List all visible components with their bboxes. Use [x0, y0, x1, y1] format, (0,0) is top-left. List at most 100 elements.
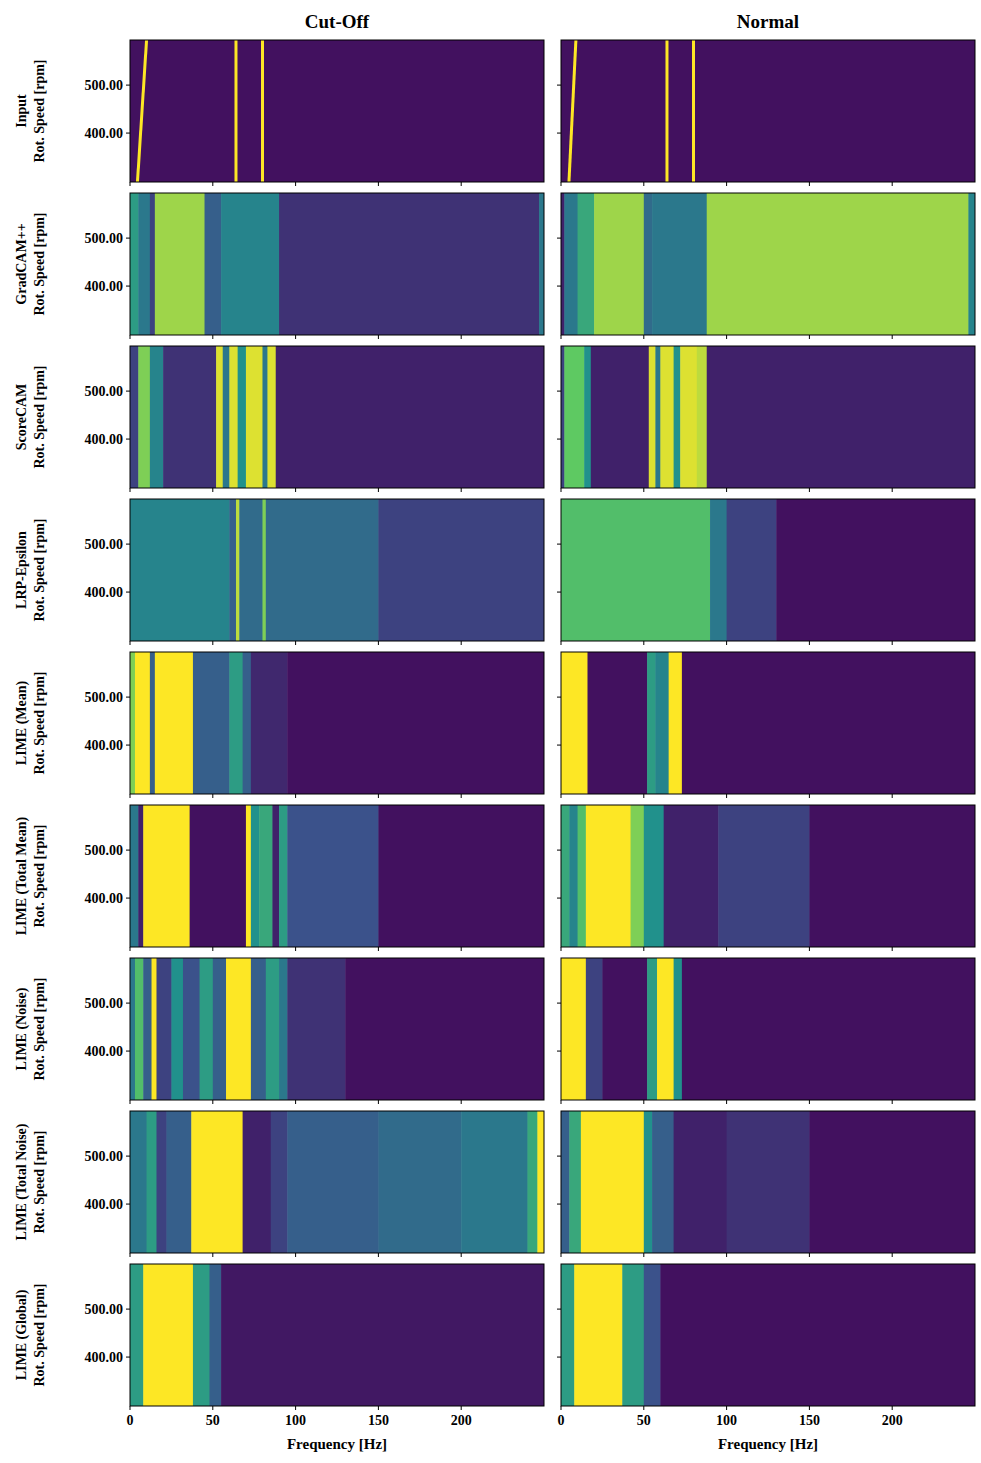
row-label: Input [14, 94, 29, 128]
cell [246, 805, 251, 947]
cell [561, 193, 565, 335]
x-tick [809, 947, 810, 951]
y-axis-title: Rot. Speed [rpm] [32, 59, 47, 162]
heatmap [130, 346, 544, 488]
x-tick [809, 641, 810, 645]
x-tick [809, 794, 810, 798]
cell [147, 1111, 157, 1253]
cell [156, 1111, 166, 1253]
cell [569, 805, 578, 947]
cell [246, 346, 263, 488]
cell [674, 958, 683, 1100]
cell [130, 652, 135, 794]
cell [586, 958, 603, 1100]
y-tick [557, 238, 561, 239]
y-tick [126, 592, 130, 593]
x-tick [212, 488, 213, 492]
y-tick-label: 400.00 [85, 585, 124, 600]
cell [190, 805, 247, 947]
cell [226, 958, 251, 1100]
y-axis-title: Rot. Speed [rpm] [32, 1283, 47, 1386]
frame [130, 805, 544, 947]
x-tick [461, 488, 462, 492]
x-tick [892, 1406, 893, 1410]
y-tick-label: 400.00 [85, 126, 124, 141]
x-tick [461, 1100, 462, 1104]
cell [205, 193, 222, 335]
x-tick [726, 1100, 727, 1104]
y-tick [557, 898, 561, 899]
y-tick [557, 1051, 561, 1052]
y-tick-label: 500.00 [85, 996, 124, 1011]
heatmap [561, 346, 975, 488]
y-tick [557, 544, 561, 545]
cell [378, 805, 544, 947]
frame [130, 1264, 544, 1406]
cell [130, 1111, 147, 1253]
y-tick [557, 391, 561, 392]
x-tick [130, 335, 131, 339]
cell [631, 805, 645, 947]
x-tick [643, 794, 644, 798]
x-tick [378, 335, 379, 339]
x-tick [809, 1100, 810, 1104]
y-tick [557, 1003, 561, 1004]
cell [267, 346, 276, 488]
cell [229, 346, 238, 488]
x-tick [643, 1406, 644, 1410]
x-tick [295, 1100, 296, 1104]
frame [561, 346, 975, 488]
cell [586, 805, 631, 947]
cell [664, 805, 719, 947]
frame [561, 958, 975, 1100]
cell [660, 346, 674, 488]
cell [647, 958, 657, 1100]
row-label: GradCAM++ [14, 223, 29, 304]
heatmap [130, 652, 544, 794]
y-tick-label: 500.00 [85, 1149, 124, 1164]
cell [602, 958, 647, 1100]
cell [644, 193, 653, 335]
x-tick [809, 488, 810, 492]
cell [183, 958, 200, 1100]
x-tick [561, 1253, 562, 1257]
cell [561, 499, 711, 641]
cell [660, 1264, 975, 1406]
cell [193, 1264, 210, 1406]
x-tick [892, 794, 893, 798]
cell [251, 652, 288, 794]
cell [710, 499, 727, 641]
x-tick [726, 335, 727, 339]
cell [143, 805, 190, 947]
row-label: LIME (Noise) [14, 987, 30, 1070]
heatmap [130, 958, 544, 1100]
y-tick [126, 1309, 130, 1310]
x-tick [726, 641, 727, 645]
x-tick [726, 794, 727, 798]
cell [622, 1264, 644, 1406]
cell [150, 346, 164, 488]
x-tick [378, 794, 379, 798]
x-axis-title: Frequency [Hz] [718, 1436, 818, 1452]
y-axis-title: Rot. Speed [rpm] [32, 518, 47, 621]
frame [561, 40, 975, 182]
cell [378, 1111, 461, 1253]
y-tick [126, 850, 130, 851]
cell [649, 346, 656, 488]
cell [644, 1264, 661, 1406]
y-tick [126, 133, 130, 134]
cell [209, 1264, 221, 1406]
cell [809, 1111, 975, 1253]
x-tick [726, 182, 727, 186]
heatmap [561, 652, 975, 794]
x-tick [643, 1100, 644, 1104]
y-tick-label: 400.00 [85, 1350, 124, 1365]
x-tick [212, 641, 213, 645]
x-tick [726, 1253, 727, 1257]
frame [561, 499, 975, 641]
column-title: Normal [737, 11, 799, 32]
row-label: LIME (Total Mean) [14, 816, 30, 935]
y-tick [126, 1156, 130, 1157]
x-tick [130, 488, 131, 492]
y-tick-label: 400.00 [85, 432, 124, 447]
